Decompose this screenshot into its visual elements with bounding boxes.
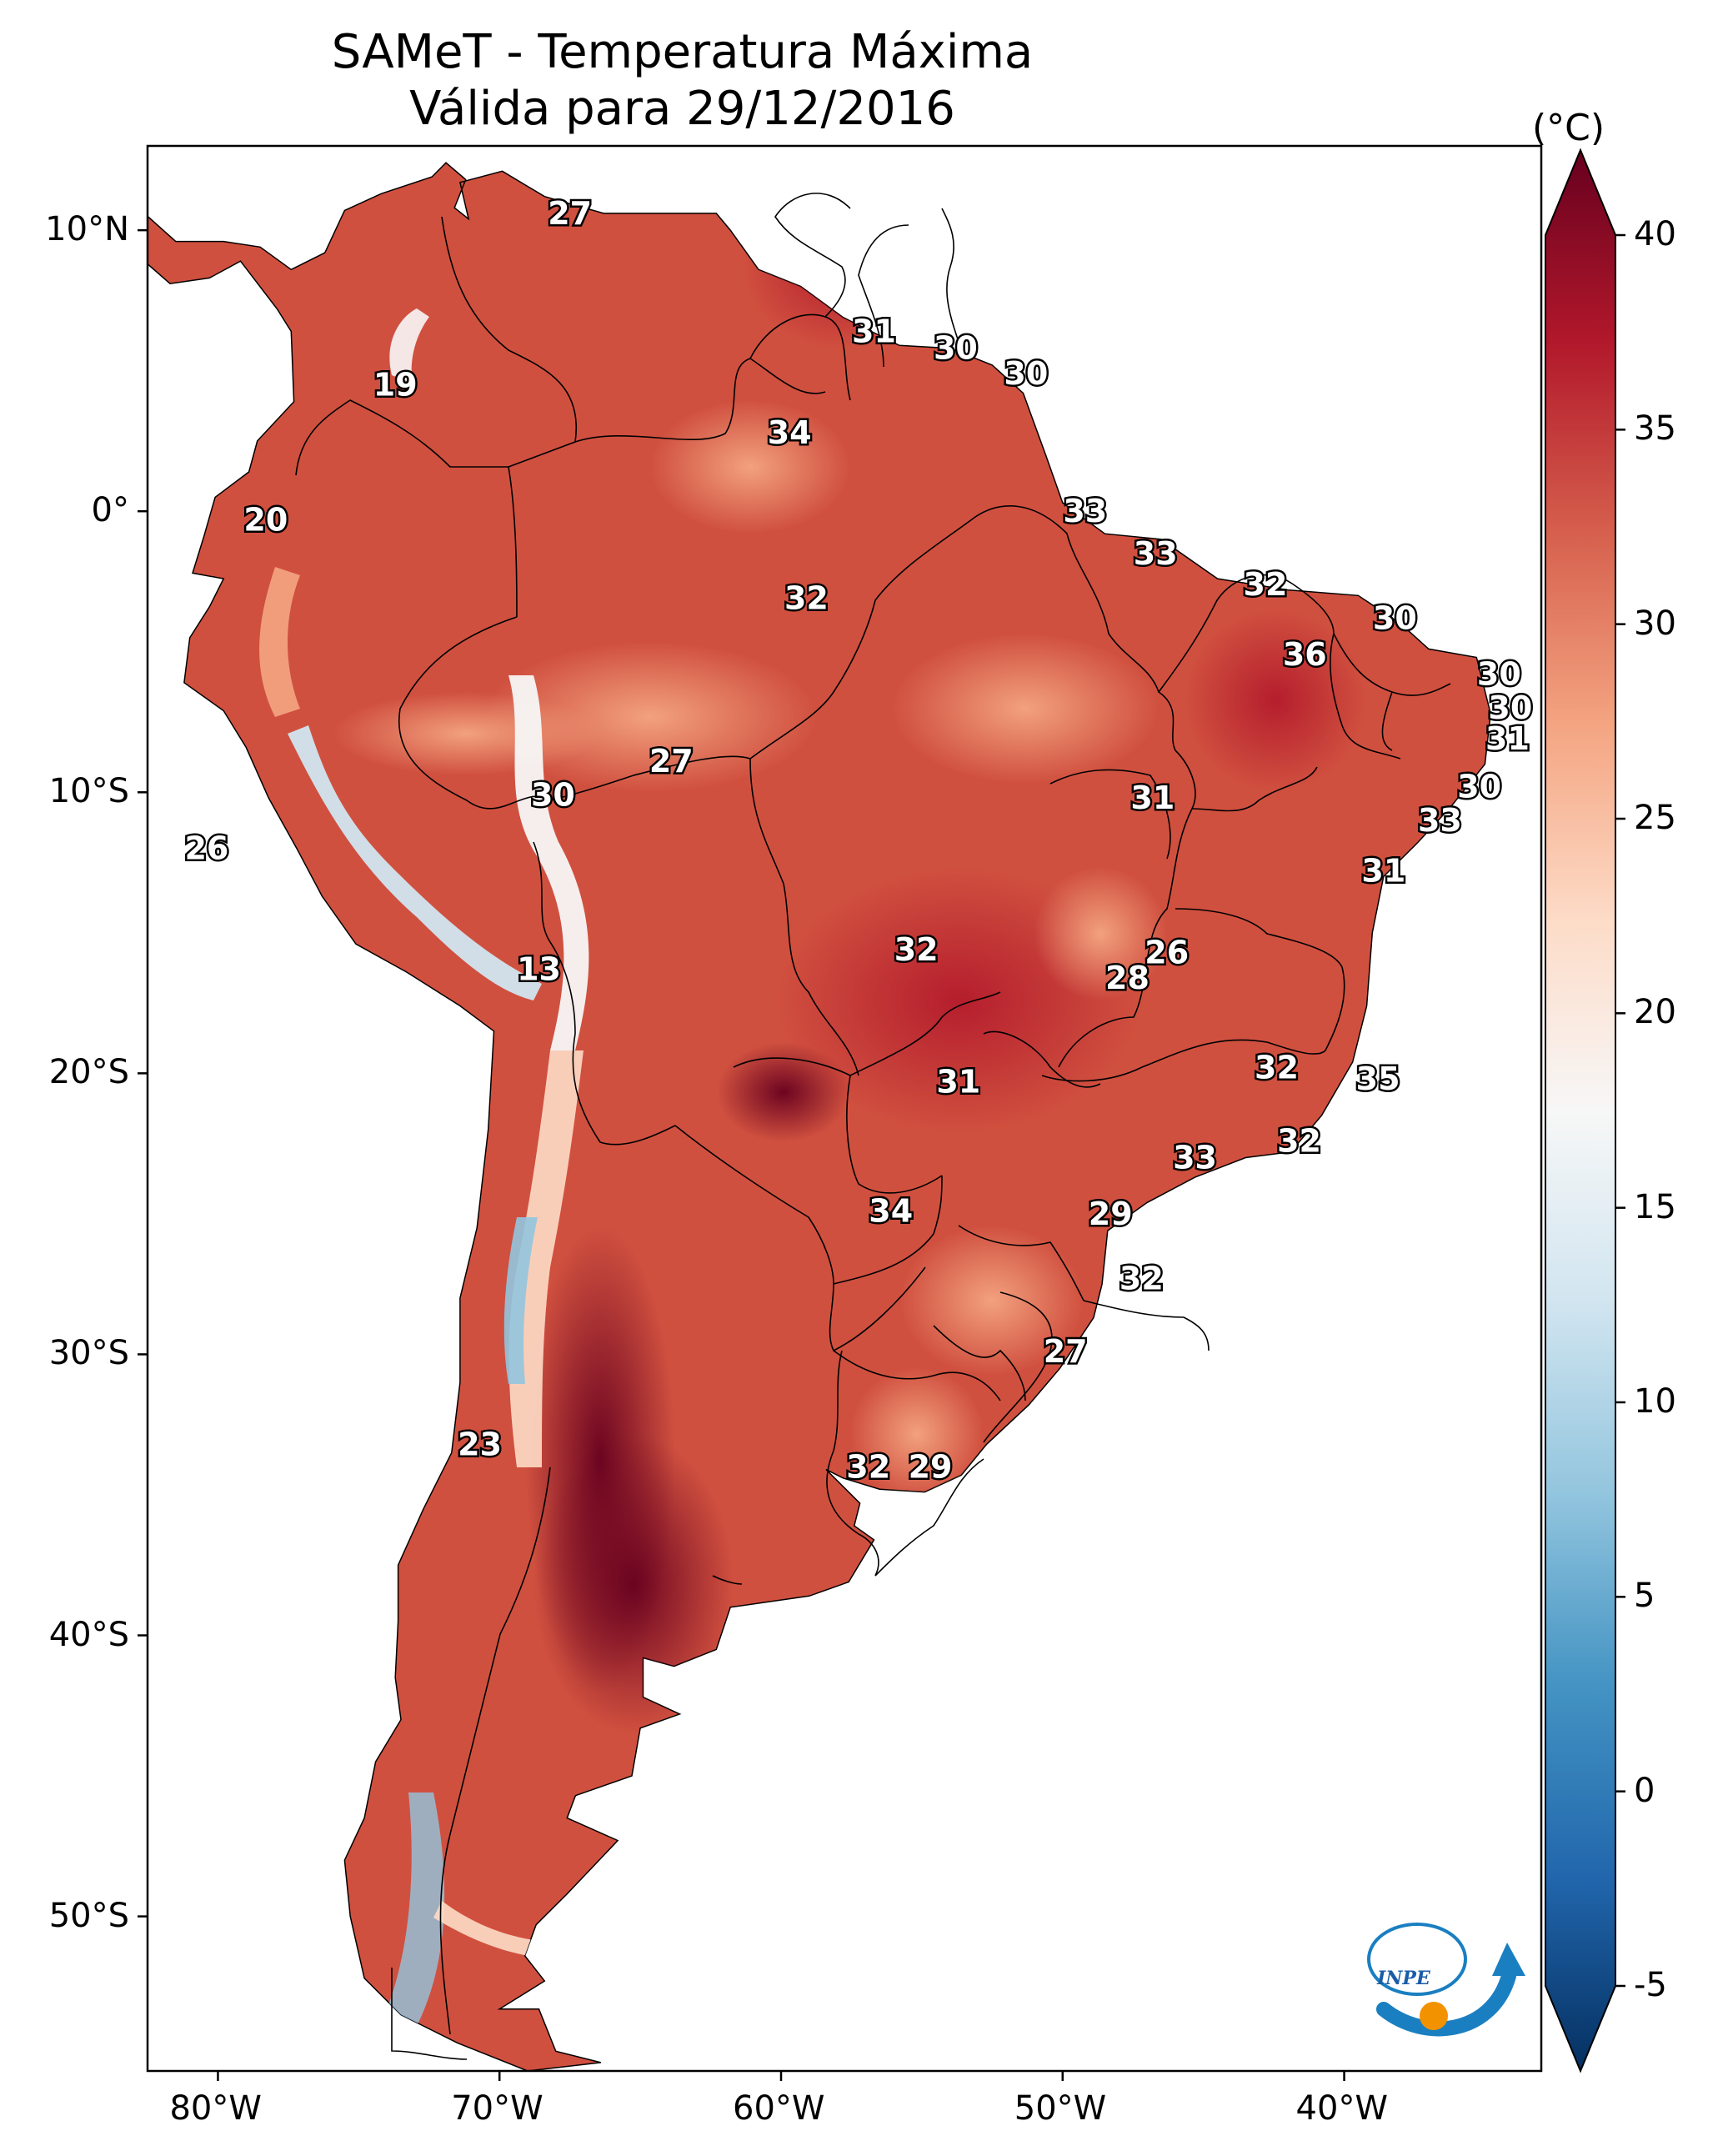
- inpe-logo-text: INPE: [1376, 1968, 1431, 1989]
- temperature-label: 13: [517, 951, 561, 988]
- colorbar-tick-label: 40: [1634, 215, 1676, 253]
- unit-label: (°C): [1532, 107, 1605, 149]
- temperature-label: 30: [1457, 769, 1501, 805]
- lon-tick-label: 80°W: [169, 2089, 262, 2128]
- temperature-label: 32: [1277, 1122, 1321, 1159]
- temperature-label: 26: [1144, 934, 1189, 970]
- temperature-label: 33: [1173, 1139, 1217, 1176]
- temperature-label: 23: [458, 1426, 502, 1462]
- temperature-label: 33: [1134, 535, 1178, 572]
- temperature-label: 19: [373, 367, 418, 404]
- inpe-logo: INPE: [1367, 1923, 1525, 2037]
- temperature-label: 28: [1105, 960, 1150, 996]
- temperature-label: 31: [1130, 780, 1175, 816]
- temperature-label: 30: [1373, 599, 1417, 636]
- temperature-label: 31: [1361, 853, 1405, 890]
- lat-tick-label: 50°S: [48, 1896, 129, 1935]
- temperature-label: 36: [1283, 636, 1327, 673]
- lat-tick-label: 10°S: [48, 772, 129, 811]
- lat-tick-label: 10°N: [45, 210, 129, 249]
- lon-tick-label: 70°W: [451, 2089, 543, 2128]
- temperature-label: 30: [1488, 689, 1532, 726]
- temperature-label: 34: [768, 414, 812, 451]
- lon-tick-label: 60°W: [733, 2089, 825, 2128]
- temperature-label: 33: [1063, 493, 1107, 529]
- temperature-label: 20: [243, 501, 288, 538]
- lat-tick-label: 30°S: [48, 1334, 129, 1373]
- colorbar-tick-label: -5: [1634, 1966, 1667, 2004]
- colorbar-tick-label: 25: [1634, 799, 1676, 837]
- temperature-label: 34: [869, 1193, 913, 1230]
- temperature-label: 32: [1119, 1260, 1164, 1296]
- temperature-label: 27: [548, 195, 592, 232]
- colorbar-tick-label: 5: [1634, 1577, 1655, 1616]
- temperature-label: 30: [531, 777, 575, 814]
- temperature-label: 31: [1485, 720, 1530, 757]
- map-frame: [146, 144, 1543, 2073]
- lon-tick-label: 50°W: [1014, 2089, 1107, 2128]
- lon-tick-label: 40°W: [1295, 2089, 1388, 2128]
- temperature-label: 30: [934, 330, 978, 367]
- map-title: SAMeT - Temperatura Máxima: [331, 25, 1034, 79]
- temperature-label: 32: [1255, 1050, 1299, 1086]
- temperature-label: 30: [1004, 355, 1048, 392]
- colorbar: [1545, 148, 1625, 2073]
- temperature-label: 29: [909, 1448, 953, 1485]
- south-america-land: [147, 162, 1491, 2072]
- colorbar-tick-label: 10: [1634, 1382, 1676, 1421]
- colorbar-tick-label: 30: [1634, 604, 1676, 643]
- map-subtitle: Válida para 29/12/2016: [409, 82, 955, 136]
- temperature-label: 31: [852, 313, 896, 349]
- colorbar-tick-label: 35: [1634, 409, 1676, 449]
- temperature-label: 29: [1089, 1196, 1133, 1232]
- temperature-label: 35: [1356, 1060, 1400, 1097]
- lat-tick-label: 20°S: [48, 1053, 129, 1092]
- temperature-label: 32: [1244, 566, 1288, 603]
- lat-tick-label: 0°: [91, 491, 129, 530]
- temperature-label: 31: [936, 1063, 980, 1100]
- temperature-label: 26: [184, 830, 228, 867]
- colorbar-tick-label: 20: [1634, 993, 1676, 1032]
- colorbar-tick-label: 15: [1634, 1187, 1676, 1226]
- temperature-label: 27: [1044, 1333, 1088, 1370]
- temperature-label: 33: [1418, 802, 1462, 839]
- temperature-label: 27: [649, 743, 694, 780]
- lat-tick-label: 40°S: [48, 1615, 129, 1654]
- colorbar-tick-label: 0: [1634, 1771, 1655, 1810]
- temperature-label: 30: [1477, 656, 1521, 693]
- temperature-label: 32: [894, 931, 939, 968]
- temperature-label: 32: [846, 1448, 890, 1485]
- temperature-label: 32: [784, 580, 829, 617]
